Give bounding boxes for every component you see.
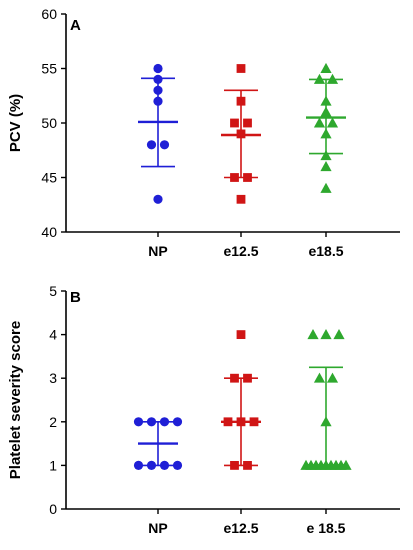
data-point	[172, 460, 183, 470]
chart-panel-a: 40 45 50 55 60 NP e12.5 e18.5 PCV (%) A	[7, 6, 400, 259]
data-point	[320, 182, 332, 193]
data-point	[159, 140, 170, 150]
data-point	[243, 461, 252, 470]
data-point	[146, 460, 157, 470]
panel-label: A	[70, 17, 81, 34]
data-point	[236, 330, 246, 339]
data-point	[320, 161, 332, 172]
data-point	[133, 417, 144, 427]
data-point	[146, 417, 157, 427]
data-point	[153, 96, 163, 106]
data-point	[313, 73, 326, 84]
y-tick-label: 60	[41, 6, 57, 22]
data-point	[153, 63, 163, 74]
series-e12-5	[221, 330, 261, 470]
y-tick-label: 4	[49, 327, 57, 343]
x-tick-label: e18.5	[308, 243, 343, 259]
data-point	[230, 373, 239, 383]
x-tick-label: NP	[148, 243, 167, 259]
data-point	[313, 372, 326, 383]
panel-label: B	[70, 289, 81, 306]
data-point	[230, 118, 239, 128]
data-point	[320, 62, 332, 73]
data-point	[326, 372, 339, 383]
data-point	[159, 460, 170, 470]
data-point	[133, 460, 144, 470]
data-point	[243, 118, 252, 128]
data-point	[153, 74, 163, 84]
y-tick-label: 50	[41, 115, 57, 131]
series-NP	[133, 417, 183, 470]
y-tick-label: 1	[49, 457, 57, 473]
chart-panel-b: 0 1 2 3 4 5 NP e12.5 e 18.5 Platelet severity sco…	[7, 283, 400, 536]
data-point	[320, 106, 332, 117]
data-point	[230, 461, 239, 470]
y-tick-label: 45	[41, 170, 57, 186]
data-point	[146, 140, 157, 150]
x-tick-label: e12.5	[223, 243, 258, 259]
x-tick-label: e 18.5	[307, 520, 346, 536]
data-point	[236, 194, 246, 204]
y-axis-title: PCV (%)	[7, 94, 24, 152]
data-point	[320, 150, 332, 161]
x-tick-label: NP	[148, 520, 167, 536]
data-point	[153, 85, 163, 95]
y-tick-label: 0	[49, 501, 57, 517]
data-point	[230, 173, 239, 182]
data-point	[236, 64, 246, 73]
data-point	[243, 173, 252, 182]
y-tick-label: 40	[41, 224, 57, 240]
data-point	[307, 329, 319, 340]
data-point	[320, 95, 332, 106]
y-tick-label: 5	[49, 283, 57, 299]
data-point	[313, 117, 326, 128]
data-point	[320, 329, 332, 340]
series-e12-5	[221, 64, 261, 204]
y-tick-label: 3	[49, 370, 57, 386]
y-tick-label: 2	[49, 414, 57, 430]
y-tick-label: 55	[41, 61, 57, 77]
series-e18-5	[300, 329, 352, 470]
data-point	[326, 73, 339, 84]
data-point	[236, 96, 246, 106]
x-tick-label: e12.5	[223, 520, 258, 536]
series-NP	[138, 63, 178, 204]
data-point	[320, 416, 332, 427]
data-point	[153, 194, 163, 204]
series-e18-5	[306, 62, 346, 193]
data-point	[326, 117, 339, 128]
data-point	[320, 128, 332, 139]
data-point	[333, 329, 345, 340]
data-point	[172, 417, 183, 427]
data-point	[243, 373, 252, 383]
data-point	[159, 417, 170, 427]
y-axis-title: Platelet severity score	[7, 321, 24, 479]
